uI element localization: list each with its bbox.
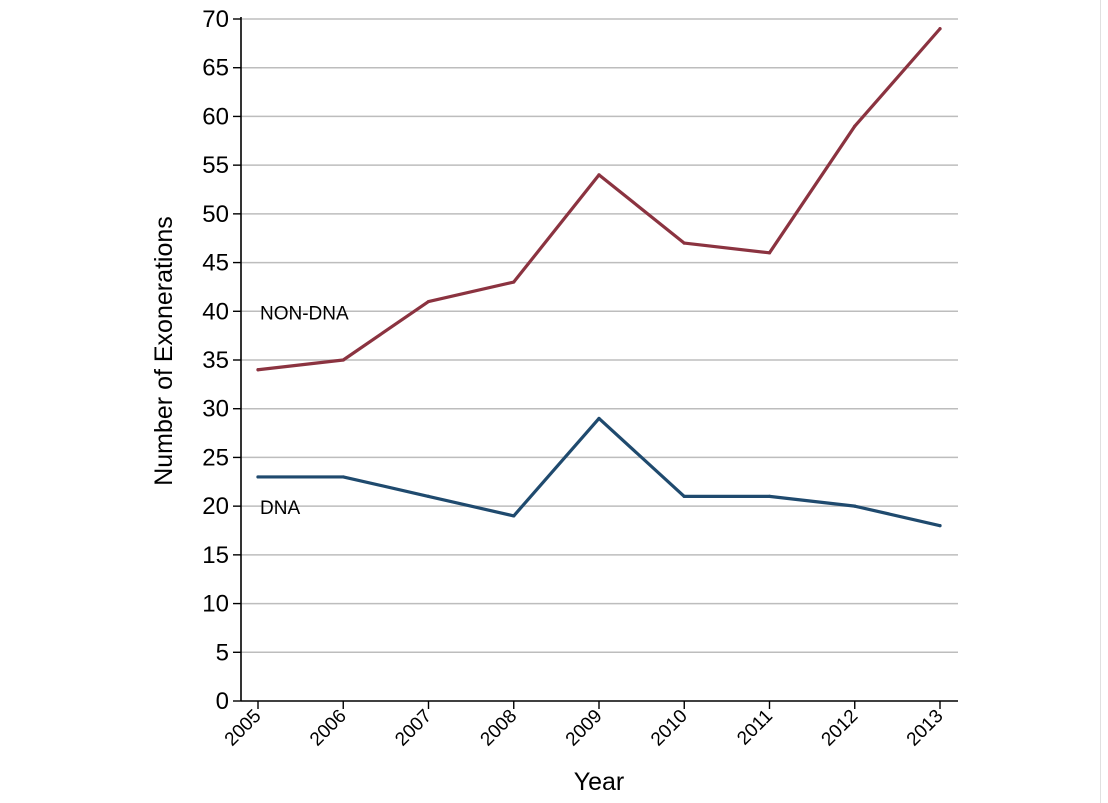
data-point — [512, 280, 516, 284]
data-point — [597, 416, 601, 421]
gridlines — [241, 18, 958, 654]
data-point — [682, 241, 686, 245]
x-tick-label: 2006 — [306, 706, 351, 751]
data-point — [256, 368, 260, 372]
x-tick-label: 2012 — [818, 706, 863, 751]
y-tick-label: 15 — [202, 542, 229, 569]
y-tick-label: 35 — [202, 347, 229, 374]
data-point — [682, 494, 686, 498]
data-point — [256, 475, 260, 479]
y-tick-label: 65 — [202, 55, 229, 82]
data-point — [512, 514, 516, 518]
x-tick-label: 2007 — [391, 706, 436, 751]
y-tick-label: 25 — [202, 444, 229, 471]
data-point — [938, 524, 942, 528]
data-point — [341, 358, 345, 362]
y-tick-label: 30 — [202, 396, 229, 423]
y-axis-title: Number of Exonerations — [150, 216, 178, 486]
x-tick-label: 2011 — [733, 706, 777, 750]
data-point — [767, 494, 772, 498]
x-tick-label: 2009 — [562, 706, 607, 751]
data-point — [426, 299, 431, 304]
data-point — [341, 475, 345, 479]
y-tick-label: 45 — [202, 250, 229, 277]
y-tick-label: 55 — [202, 152, 229, 179]
series-label: DNA — [260, 498, 300, 519]
series-layer — [256, 27, 942, 528]
series-labels: NON-DNA DNA — [260, 304, 349, 519]
y-tick-label: 70 — [202, 6, 229, 33]
x-axis-title: Year — [574, 768, 625, 796]
y-tick-label: 5 — [216, 639, 229, 666]
series-label: NON-DNA — [260, 304, 349, 325]
y-tick-label: 60 — [202, 103, 229, 130]
x-axis-ticks: 2005 2006 2007 2008 2009 2010 2011 2012 2013 — [221, 701, 948, 750]
x-tick-label: 2008 — [477, 706, 522, 751]
y-tick-label: 10 — [202, 591, 229, 618]
series-line — [256, 27, 942, 372]
x-tick-label: 2013 — [903, 706, 948, 751]
y-tick-label: 20 — [202, 493, 229, 520]
y-tick-label: 0 — [216, 688, 229, 715]
x-tick-label: 2010 — [647, 706, 692, 751]
series-non-dna — [256, 27, 942, 372]
y-tick-label: 40 — [202, 298, 229, 325]
data-point — [426, 494, 431, 498]
series-line — [256, 416, 942, 528]
data-point — [853, 504, 857, 508]
window-edge — [1100, 0, 1101, 803]
data-point — [938, 27, 942, 31]
series-dna — [256, 416, 942, 528]
y-tick-label: 50 — [202, 201, 229, 228]
data-point — [853, 124, 857, 128]
y-axis-ticks: 0 5 10 15 20 25 30 35 40 45 50 55 60 65 70 — [202, 6, 241, 715]
data-point — [597, 173, 601, 177]
data-point — [767, 251, 772, 255]
